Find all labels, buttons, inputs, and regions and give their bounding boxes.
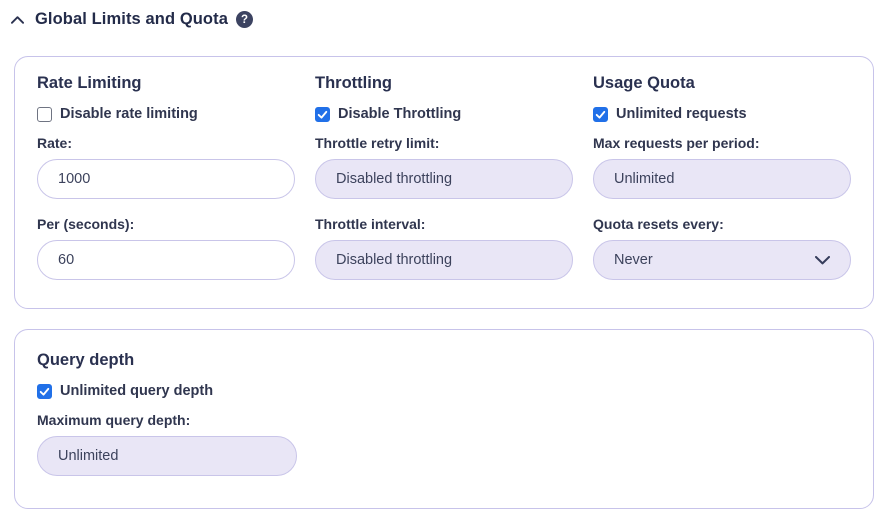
usage-quota-heading: Usage Quota xyxy=(593,74,695,92)
accordion-header[interactable]: Global Limits and Quota ? xyxy=(0,0,885,30)
throttle-interval-label: Throttle interval: xyxy=(315,216,426,232)
checkbox-label: Unlimited requests xyxy=(616,106,747,122)
query-depth-panel: Query depth Unlimited query depth Maximu… xyxy=(14,329,874,509)
rate-limiting-heading: Rate Limiting xyxy=(37,74,142,92)
rate-label: Rate: xyxy=(37,135,73,151)
collapse-chevron-up-icon[interactable] xyxy=(10,13,24,27)
checkbox-label: Disable rate limiting xyxy=(60,106,198,122)
max-query-depth-input xyxy=(37,436,297,476)
help-icon[interactable]: ? xyxy=(235,11,253,28)
throttle-retry-limit-input xyxy=(315,159,573,199)
chevron-down-icon xyxy=(815,255,830,265)
max-query-depth-label: Maximum query depth: xyxy=(37,412,191,428)
disable-rate-limiting-checkbox[interactable]: Disable rate limiting xyxy=(37,106,295,122)
usage-quota-column: Usage Quota Unlimited requests Max reque… xyxy=(593,74,851,284)
per-seconds-label: Per (seconds): xyxy=(37,216,135,232)
max-requests-label: Max requests per period: xyxy=(593,135,760,151)
throttling-column: Throttling Disable Throttling Throttle r… xyxy=(315,74,573,284)
max-requests-input xyxy=(593,159,851,199)
throttling-heading: Throttling xyxy=(315,74,392,92)
throttle-retry-limit-label: Throttle retry limit: xyxy=(315,135,440,151)
quota-resets-select[interactable]: Never xyxy=(593,240,851,280)
query-depth-heading: Query depth xyxy=(37,351,135,369)
unlimited-requests-checkbox[interactable]: Unlimited requests xyxy=(593,106,851,122)
per-seconds-input[interactable] xyxy=(37,240,295,280)
section-title: Global Limits and Quota xyxy=(35,10,228,28)
rate-limiting-column: Rate Limiting Disable rate limiting Rate… xyxy=(37,74,295,284)
checkbox-icon[interactable] xyxy=(37,383,52,399)
throttle-interval-input xyxy=(315,240,573,280)
disable-throttling-checkbox[interactable]: Disable Throttling xyxy=(315,106,573,122)
unlimited-query-depth-checkbox[interactable]: Unlimited query depth xyxy=(37,383,851,399)
checkbox-icon[interactable] xyxy=(315,106,330,122)
global-limits-panel: Rate Limiting Disable rate limiting Rate… xyxy=(14,56,874,309)
checkbox-icon[interactable] xyxy=(37,106,52,122)
checkbox-label: Disable Throttling xyxy=(338,106,462,122)
select-value: Never xyxy=(614,252,653,268)
checkbox-label: Unlimited query depth xyxy=(60,383,214,399)
checkbox-icon[interactable] xyxy=(593,106,608,122)
quota-resets-label: Quota resets every: xyxy=(593,216,724,232)
rate-input[interactable] xyxy=(37,159,295,199)
